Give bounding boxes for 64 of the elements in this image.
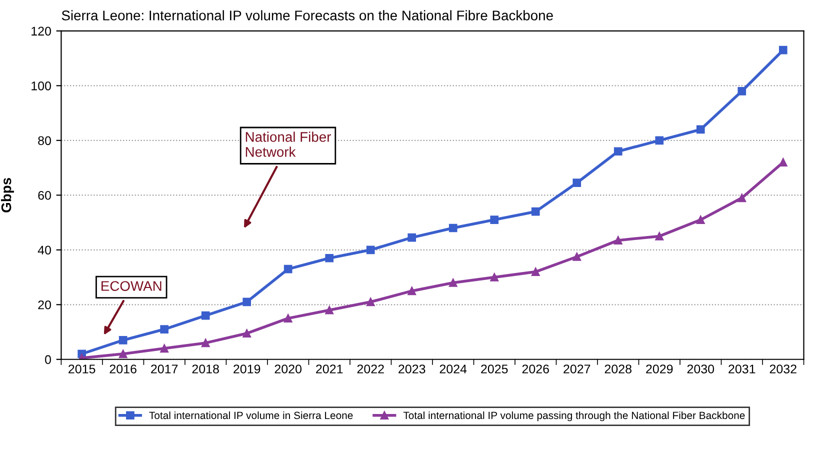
legend-label: Total international IP volume passing through the National Fiber Backbone	[403, 411, 745, 422]
x-tick-label: 2024	[440, 364, 467, 374]
x-tick-label: 2021	[316, 364, 343, 374]
point	[284, 264, 292, 274]
point	[118, 350, 128, 358]
annotation: National Fiber Network	[246, 132, 332, 157]
chart-title: Sierra Leone: International IP volume Forecasts on the National Fibre Backbone	[62, 10, 553, 20]
point	[201, 311, 210, 320]
point	[490, 216, 499, 224]
point	[696, 216, 705, 224]
point	[408, 233, 416, 242]
point	[448, 278, 458, 287]
point	[531, 207, 540, 216]
point	[118, 336, 128, 344]
x-tick-label: 2016	[110, 364, 136, 374]
y-axis-title: Gbps	[1, 178, 14, 212]
point	[160, 344, 168, 353]
point	[696, 125, 705, 134]
point	[242, 298, 252, 306]
x-tick-label: 2029	[646, 364, 673, 374]
point	[778, 46, 788, 54]
y-tick-label: 20	[38, 300, 51, 310]
point	[448, 224, 458, 232]
x-tick-label: 2027	[564, 364, 590, 374]
y-tick-label: 40	[38, 246, 51, 255]
point	[490, 273, 499, 282]
point	[325, 254, 334, 262]
x-tick-label: 2015	[68, 364, 96, 374]
annotation: ECOWAN	[102, 281, 162, 291]
x-tick-label: 2031	[728, 364, 756, 374]
x-tick-label: 2023	[398, 364, 426, 374]
x-tick-label: 2018	[192, 364, 219, 374]
x-tick-label: 2032	[770, 364, 796, 374]
y-tick-label: 120	[32, 26, 51, 36]
point	[614, 147, 622, 156]
x-tick-label: 2028	[604, 364, 632, 374]
point	[614, 236, 622, 244]
y-tick-label: 100	[32, 81, 51, 90]
x-tick-label: 2019	[234, 364, 260, 374]
point	[572, 252, 582, 261]
point	[572, 178, 582, 188]
point	[738, 86, 746, 96]
y-tick-label: 0	[45, 355, 51, 364]
point	[325, 306, 334, 314]
x-tick-label: 2026	[522, 364, 549, 374]
point	[408, 286, 416, 296]
point	[242, 329, 252, 338]
y-tick-label: 80	[38, 136, 51, 146]
point	[655, 136, 664, 145]
point	[366, 298, 375, 306]
point	[531, 268, 540, 276]
x-tick-label: 2017	[151, 364, 178, 374]
legend-label: Total international IP volume in Sierra Leone	[149, 411, 353, 420]
point	[655, 232, 664, 240]
y-tick-label: 60	[38, 190, 51, 200]
point	[284, 314, 292, 322]
point	[160, 325, 168, 334]
x-tick-label: 2030	[687, 364, 714, 374]
point	[366, 246, 375, 254]
point	[201, 338, 210, 348]
x-tick-label: 2025	[481, 364, 508, 374]
x-tick-label: 2020	[274, 364, 302, 374]
point	[738, 194, 746, 202]
x-tick-label: 2022	[357, 364, 384, 374]
